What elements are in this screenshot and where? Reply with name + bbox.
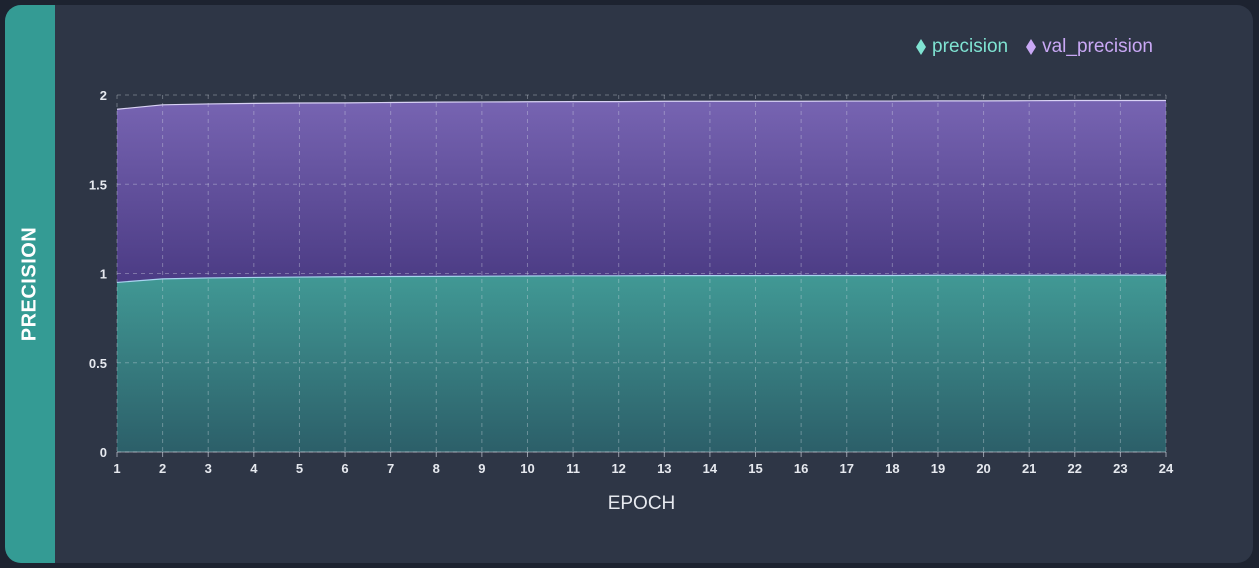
x-tick-label: 4 (250, 461, 258, 476)
y-tick-label: 1 (100, 267, 107, 282)
x-tick-layer: 1 2 3 4 5 6 7 8 9 10 11 12 13 14 15 16 17 18 19 20 21 22 23 24 (113, 452, 1174, 476)
x-tick-label: 20 (976, 461, 990, 476)
x-tick-label: 11 (566, 461, 580, 476)
y-tick-layer: 0 0.5 1 1.5 2 (89, 88, 107, 460)
x-axis-title: EPOCH (608, 493, 676, 514)
x-tick-label: 3 (205, 461, 212, 476)
x-tick-label: 5 (296, 461, 303, 476)
x-tick-label: 12 (611, 461, 625, 476)
legend-item-val-precision[interactable]: val_precision (1026, 35, 1153, 59)
y-tick-label: 0 (100, 445, 107, 460)
x-tick-label: 18 (885, 461, 899, 476)
legend: precision val_precision (916, 35, 1153, 59)
x-tick-label: 14 (703, 461, 718, 476)
chart-card: PRECISION precision val_precision (5, 5, 1253, 563)
grid-layer (116, 94, 1167, 453)
x-tick-label: 22 (1068, 461, 1082, 476)
y-tick-label: 0.5 (89, 356, 107, 371)
x-tick-label: 10 (520, 461, 534, 476)
area-val-precision (117, 100, 1166, 283)
x-tick-label: 15 (748, 461, 762, 476)
x-tick-label: 1 (113, 461, 120, 476)
area-layer (117, 100, 1166, 452)
line-val-precision (116, 99, 1166, 110)
legend-item-precision[interactable]: precision (916, 35, 1008, 59)
x-tick-label: 23 (1113, 461, 1127, 476)
legend-label-val-precision: val_precision (1042, 36, 1153, 57)
x-tick-label: 8 (433, 461, 440, 476)
x-tick-label: 9 (478, 461, 485, 476)
side-tab: PRECISION (5, 5, 55, 563)
x-tick-label: 7 (387, 461, 394, 476)
legend-label-precision: precision (932, 36, 1009, 57)
line-precision (116, 274, 1166, 284)
x-tick-label: 17 (840, 461, 854, 476)
x-tick-label: 24 (1159, 461, 1174, 476)
x-tick-label: 2 (159, 461, 166, 476)
x-tick-label: 19 (931, 461, 945, 476)
x-tick-label: 13 (657, 461, 671, 476)
line-layer (116, 99, 1166, 284)
diamond-icon (916, 39, 927, 55)
y-tick-label: 1.5 (89, 177, 107, 192)
y-tick-label: 2 (100, 88, 107, 103)
diamond-icon (1026, 39, 1037, 55)
legend-marker-precision (916, 39, 927, 55)
x-tick-label: 16 (794, 461, 808, 476)
area-chart: 1 2 3 4 5 6 7 8 9 10 11 12 13 14 15 16 17 18 19 20 21 22 23 24 … (89, 88, 1174, 514)
legend-marker-val-precision (1026, 39, 1037, 55)
x-tick-label: 21 (1022, 461, 1036, 476)
x-tick-label: 6 (341, 461, 348, 476)
area-precision (117, 275, 1166, 452)
